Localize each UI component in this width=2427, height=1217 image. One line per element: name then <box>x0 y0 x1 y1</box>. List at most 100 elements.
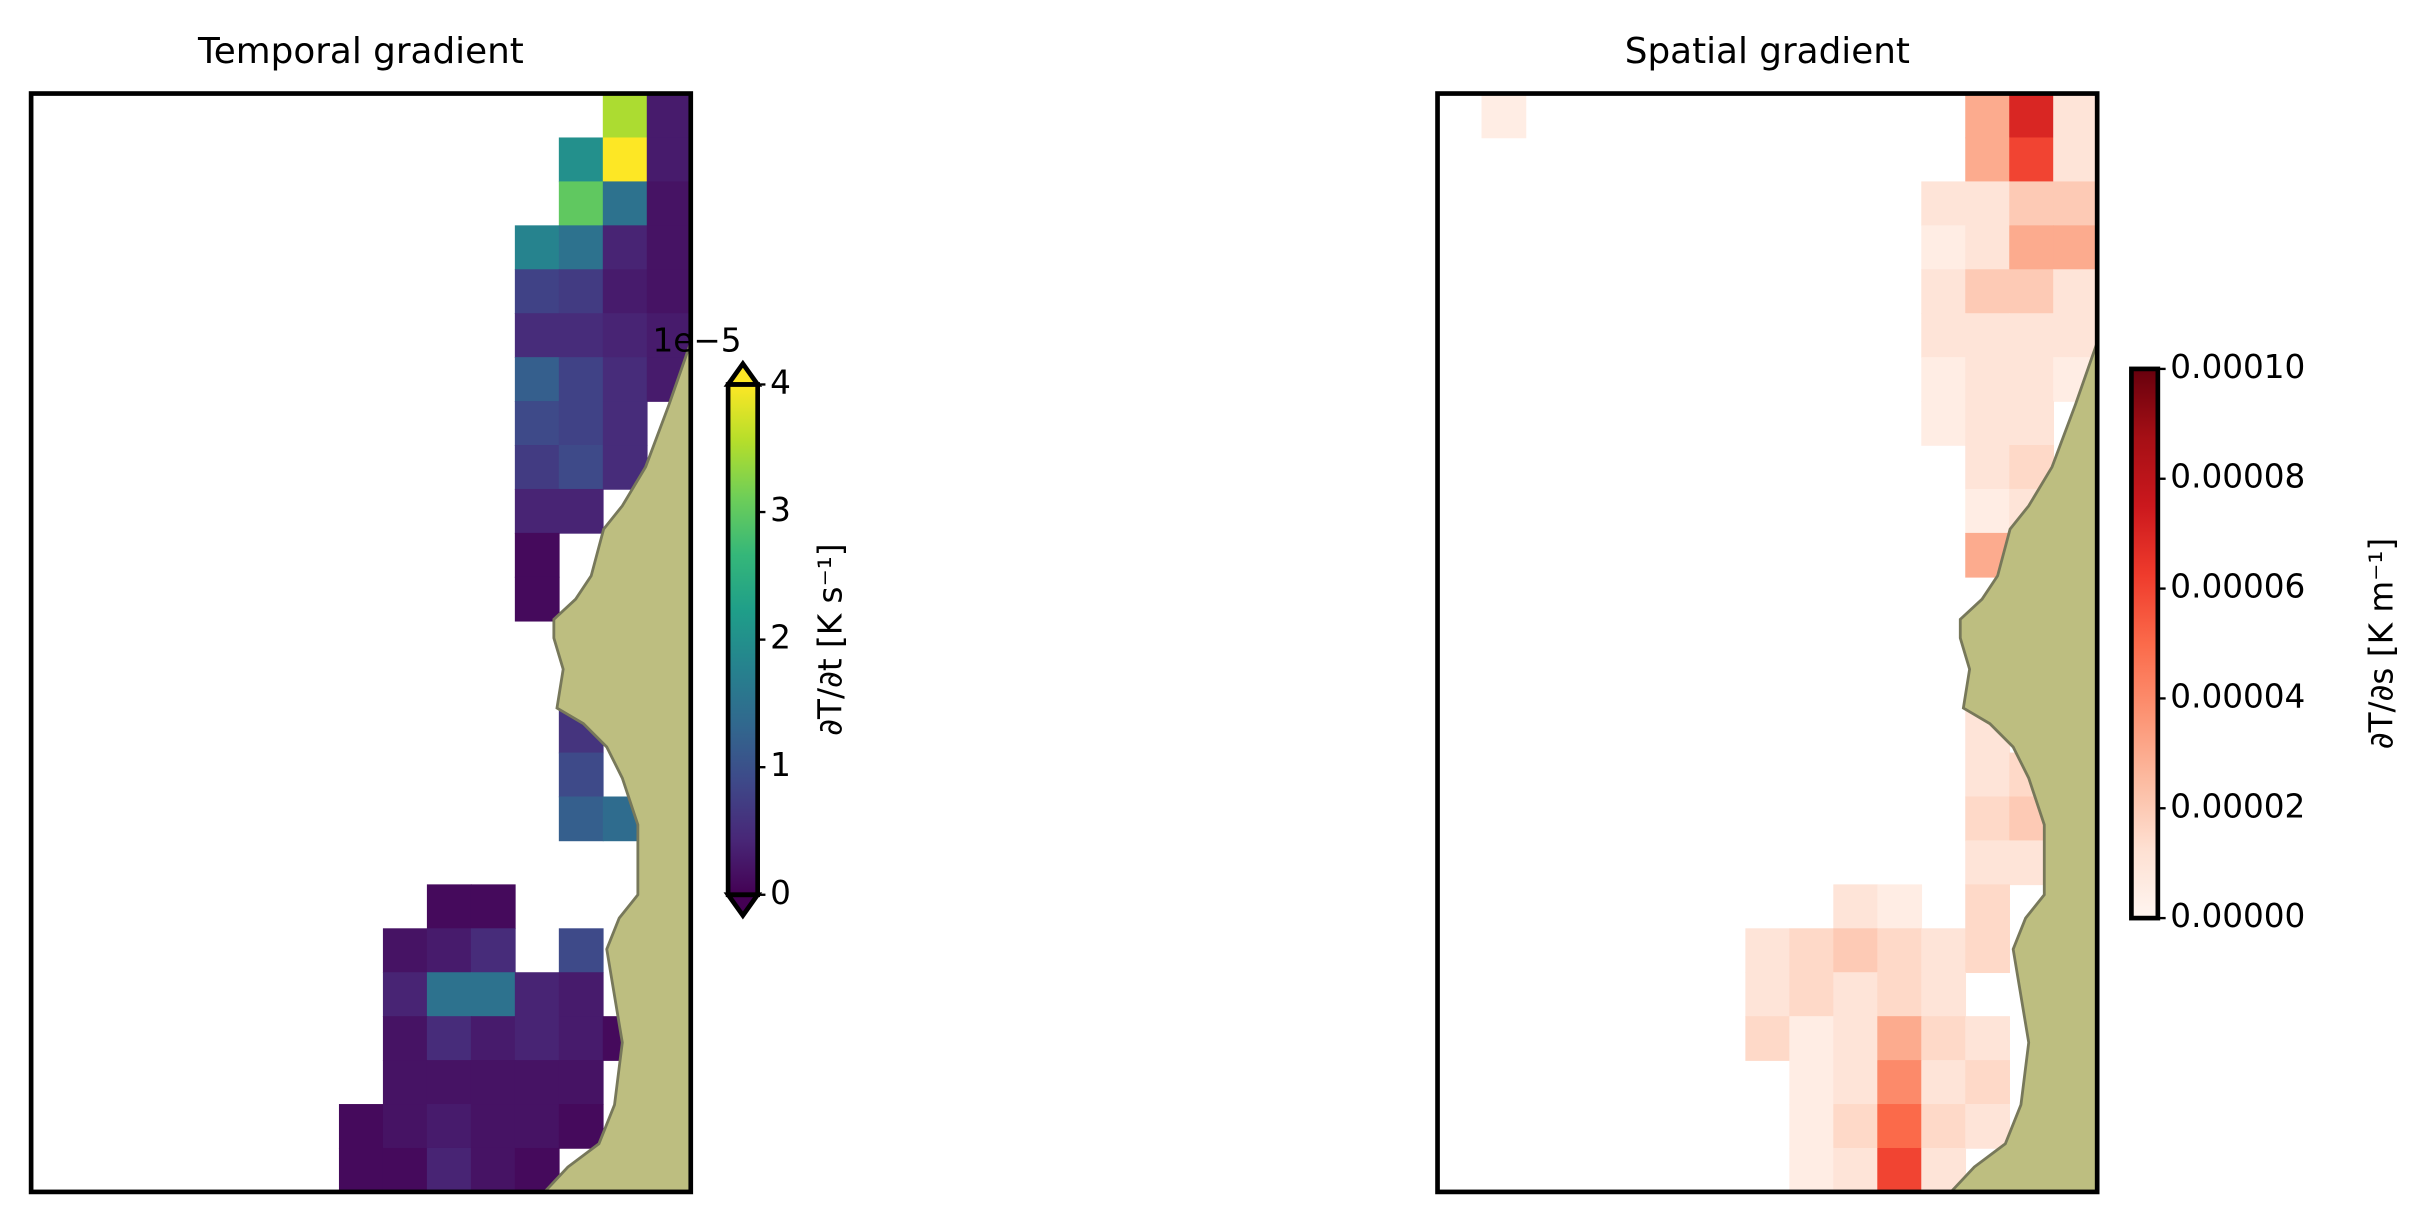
heatmap-cell <box>558 313 604 358</box>
colorbar-tick-label: 2 <box>770 619 791 657</box>
heatmap-cell <box>2009 137 2054 183</box>
heatmap-cell <box>1965 1016 2011 1061</box>
heatmap-cell <box>558 1016 604 1061</box>
heatmap-cell <box>338 1104 384 1149</box>
colorbar <box>2131 368 2158 919</box>
colorbar <box>728 384 758 895</box>
heatmap-cell <box>1965 181 2011 227</box>
heatmap-cell <box>1745 1016 1791 1061</box>
land <box>1947 342 2099 1194</box>
heatmap-cell <box>646 313 692 358</box>
colorbar-offset-text: 1e−5 <box>652 321 741 359</box>
heatmap-cell <box>426 1104 472 1149</box>
heatmap-cell <box>470 928 516 974</box>
heatmap-cell <box>1965 796 2011 842</box>
heatmap-cell <box>602 181 648 227</box>
heatmap-cell <box>382 1060 428 1105</box>
heatmap-cell <box>382 1147 428 1193</box>
heatmap-cell <box>1965 401 2011 446</box>
heatmap-cell <box>426 1060 472 1105</box>
heatmap-cell <box>558 181 604 227</box>
heatmap-cell <box>514 401 560 446</box>
heatmap-cell <box>2053 181 2098 227</box>
heatmap-cell <box>558 488 604 534</box>
heatmap-cell <box>1921 225 1967 271</box>
heatmap-cell <box>382 1104 428 1149</box>
heatmap-cell <box>470 884 516 930</box>
heatmap-cell <box>514 445 560 490</box>
heatmap-cell <box>646 269 692 314</box>
chart-title: Temporal gradient <box>197 31 524 72</box>
heatmap-cell <box>602 225 648 271</box>
heatmap-cell <box>2009 93 2054 139</box>
heatmap-cell <box>1965 445 2011 490</box>
colorbar-tick-label: 0.00008 <box>2170 458 2305 496</box>
chart-title: Spatial gradient <box>1625 31 1910 72</box>
heatmap-cell <box>646 181 692 227</box>
heatmap-cell <box>558 225 604 271</box>
heatmap-cell <box>1965 840 2011 886</box>
colorbars: 0 1 2 3 4 ∂T/∂t [K s⁻¹] 1e−5 0.00000 0.00002 0.00… <box>652 321 2400 935</box>
heatmap-cell <box>2009 269 2054 314</box>
colorbar-tick-label: 4 <box>770 363 791 401</box>
colorbar-tick-label: 0.00000 <box>2170 897 2305 935</box>
heatmap-cell <box>426 1147 472 1193</box>
heatmap-cell <box>470 1104 516 1149</box>
colorbar-tick-label: 0.00002 <box>2170 787 2305 825</box>
heatmap-cell <box>602 357 648 402</box>
heatmap-cell <box>1833 928 1879 974</box>
axes-frame <box>28 91 694 1195</box>
heatmap-cell <box>426 884 472 930</box>
heatmap-cell <box>1481 93 1527 139</box>
colorbar-extend <box>723 892 763 920</box>
heatmap-cell <box>1921 1104 1967 1149</box>
heatmap-cell <box>602 93 648 139</box>
heatmap-cell <box>2053 93 2098 139</box>
heatmap-cell <box>1921 357 1967 402</box>
heatmap-cell <box>2053 225 2098 271</box>
heatmap-cell <box>1921 269 1967 314</box>
heatmap-cell <box>514 1104 560 1149</box>
land <box>541 342 693 1194</box>
heatmap-cell <box>1965 928 2011 974</box>
colorbar-tick-label: 1 <box>770 746 791 784</box>
heatmap-cell <box>602 269 648 314</box>
heatmap-cell <box>514 576 560 622</box>
heatmap-cell <box>558 796 604 842</box>
heatmap-cell <box>426 928 472 974</box>
heatmap-cell <box>1789 972 1835 1017</box>
heatmap-cell <box>1965 137 2011 183</box>
heatmap-cell <box>1789 1147 1835 1193</box>
heatmap-cell <box>1877 1104 1923 1149</box>
heatmap-cell <box>2009 313 2054 358</box>
heatmap-cell <box>1921 401 1967 446</box>
heatmap-cell <box>382 1016 428 1061</box>
heatmap-cell <box>1789 928 1835 974</box>
heatmap-cell <box>1833 1104 1879 1149</box>
heatmap-cell <box>646 225 692 271</box>
heatmap-cell <box>1833 1016 1879 1061</box>
heatmap-cell <box>1965 93 2011 139</box>
heatmap-cell <box>558 357 604 402</box>
heatmap-cell <box>558 752 604 798</box>
heatmap-cell <box>514 972 560 1017</box>
heatmap-cell <box>470 1016 516 1061</box>
heatmap-cell <box>2009 225 2054 271</box>
colorbar-label: ∂T/∂t [K s⁻¹] <box>811 543 849 736</box>
heatmap-cell <box>514 1060 560 1105</box>
heatmap-cell <box>1877 1060 1923 1105</box>
heatmap-cell <box>514 225 560 271</box>
heatmap-cell <box>1921 313 1967 358</box>
heatmap-cell <box>558 445 604 490</box>
heatmap-cell <box>1965 752 2011 798</box>
heatmap-cell <box>602 313 648 358</box>
heatmap-cell <box>382 928 428 974</box>
heatmap-cell <box>1745 928 1791 974</box>
heatmap-cell <box>1965 1104 2011 1149</box>
heatmap-cell <box>1921 972 1967 1017</box>
heatmap-cell <box>382 972 428 1017</box>
heatmap-cell <box>2053 137 2098 183</box>
heatmap-cell <box>646 93 692 139</box>
heatmap-cell <box>514 1016 560 1061</box>
heatmap-cell <box>338 1147 384 1193</box>
